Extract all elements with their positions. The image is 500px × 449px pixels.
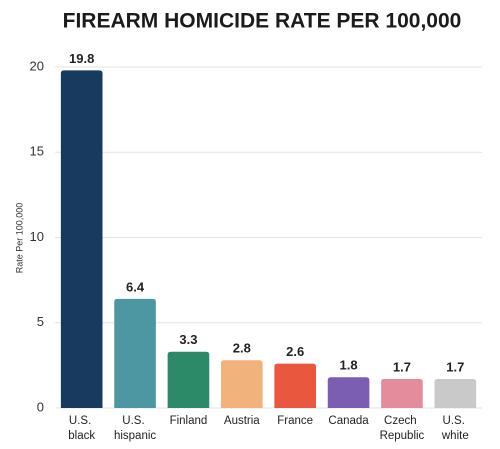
bar <box>220 360 263 408</box>
bar <box>327 377 370 408</box>
chart-title: FIREARM HOMICIDE RATE PER 100,000 <box>63 10 462 33</box>
y-tick-label: 10 <box>30 229 44 244</box>
y-tick-label: 5 <box>37 314 44 329</box>
bar <box>274 363 317 408</box>
y-tick-label: 0 <box>37 399 44 414</box>
bar <box>167 351 210 408</box>
bar <box>434 379 477 408</box>
x-tick-label: Finland <box>170 415 208 427</box>
bar <box>114 298 156 408</box>
data-label: 1.7 <box>446 359 464 374</box>
bar <box>381 379 423 408</box>
x-tick-label: Czech Republic <box>380 415 425 442</box>
data-label: 2.6 <box>286 344 304 359</box>
y-tick-label: 20 <box>30 58 44 73</box>
x-tick-label: U.S. hispanic <box>114 415 156 442</box>
data-label: 6.4 <box>126 279 145 294</box>
data-label: 1.8 <box>340 358 358 373</box>
data-label: 3.3 <box>179 332 197 347</box>
y-axis-label: Rate Per 100,000 <box>14 203 24 274</box>
x-tick-label: Austria <box>224 415 260 427</box>
data-label: 19.8 <box>69 51 94 66</box>
x-tick-label: U.S. white <box>441 415 469 442</box>
x-tick-label: France <box>277 415 313 427</box>
x-tick-label: U.S. black <box>68 415 95 442</box>
bar <box>60 70 103 408</box>
x-tick-label: Canada <box>328 415 369 427</box>
y-tick-label: 15 <box>30 144 44 159</box>
data-label: 1.7 <box>393 359 411 374</box>
data-label: 2.8 <box>233 341 251 356</box>
